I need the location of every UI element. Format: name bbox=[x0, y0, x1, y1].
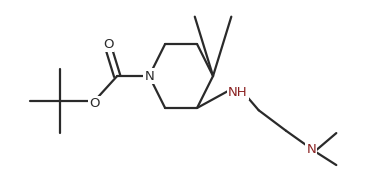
Text: N: N bbox=[144, 70, 154, 82]
Text: O: O bbox=[103, 38, 113, 51]
Text: NH: NH bbox=[228, 86, 248, 98]
Text: N: N bbox=[306, 143, 316, 155]
Text: O: O bbox=[89, 97, 100, 110]
